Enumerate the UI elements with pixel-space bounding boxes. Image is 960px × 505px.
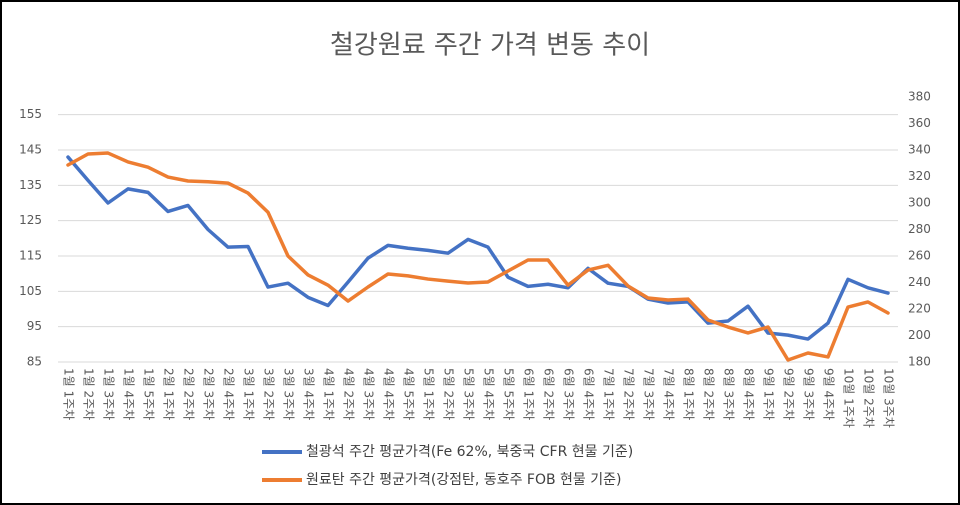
y-tick-label: 145 bbox=[19, 143, 42, 157]
x-tick-label: 4월 2주차 bbox=[342, 368, 356, 420]
x-tick-label: 9월 1주차 bbox=[762, 368, 776, 420]
x-tick-label: 9월 2주차 bbox=[782, 368, 796, 420]
y2-tick-label: 280 bbox=[908, 222, 931, 236]
y2-tick-label: 340 bbox=[908, 143, 931, 157]
y-tick-label: 135 bbox=[19, 178, 42, 192]
x-tick-label: 4월 3주차 bbox=[362, 368, 376, 420]
x-tick-label: 7월 4주차 bbox=[662, 368, 676, 420]
y2-tick-label: 360 bbox=[908, 116, 931, 130]
x-tick-label: 7월 2주차 bbox=[622, 368, 636, 420]
y-tick-label: 125 bbox=[19, 213, 42, 227]
x-tick-label: 8월 4주차 bbox=[742, 368, 756, 420]
y2-tick-label: 220 bbox=[908, 302, 931, 316]
x-tick-label: 1월 3주차 bbox=[102, 368, 116, 420]
x-tick-label: 10월 1주차 bbox=[842, 368, 856, 428]
legend-label: 철광석 주간 평균가격(Fe 62%, 북중국 CFR 현물 기준) bbox=[306, 444, 633, 460]
x-tick-label: 10월 2주차 bbox=[862, 368, 876, 428]
x-tick-label: 3월 4주차 bbox=[302, 368, 316, 420]
y2-tick-label: 200 bbox=[908, 328, 931, 342]
x-tick-label: 6월 3주차 bbox=[562, 368, 576, 420]
x-tick-label: 6월 2주차 bbox=[542, 368, 556, 420]
x-tick-label: 2월 2주차 bbox=[182, 368, 196, 420]
y-tick-label: 85 bbox=[27, 355, 42, 369]
x-tick-label: 5월 2주차 bbox=[442, 368, 456, 420]
x-tick-label: 1월 1주차 bbox=[62, 368, 76, 420]
x-tick-label: 8월 1주차 bbox=[682, 368, 696, 420]
x-tick-label: 6월 1주차 bbox=[522, 368, 536, 420]
x-tick-label: 1월 2주차 bbox=[82, 368, 96, 420]
x-tick-label: 2월 3주차 bbox=[202, 368, 216, 420]
x-tick-label: 3월 1주차 bbox=[242, 368, 256, 420]
y2-tick-label: 300 bbox=[908, 196, 931, 210]
x-tick-label: 5월 5주차 bbox=[502, 368, 516, 420]
legend-label: 원료탄 주간 평균가격(강점탄, 동호주 FOB 현물 기준) bbox=[306, 472, 621, 488]
x-tick-label: 3월 2주차 bbox=[262, 368, 276, 420]
x-tick-label: 5월 1주차 bbox=[422, 368, 436, 420]
x-tick-label: 4월 5주차 bbox=[402, 368, 416, 420]
x-tick-label: 9월 3주차 bbox=[802, 368, 816, 420]
x-tick-label: 2월 1주차 bbox=[162, 368, 176, 420]
x-tick-label: 10월 3주차 bbox=[882, 368, 896, 428]
x-tick-label: 9월 4주차 bbox=[822, 368, 836, 420]
y2-tick-label: 180 bbox=[908, 355, 931, 369]
y2-tick-label: 320 bbox=[908, 169, 931, 183]
x-tick-label: 8월 2주차 bbox=[702, 368, 716, 420]
x-tick-label: 5월 3주차 bbox=[462, 368, 476, 420]
x-tick-label: 4월 4주차 bbox=[382, 368, 396, 420]
x-tick-label: 6월 4주차 bbox=[582, 368, 596, 420]
chart-title: 철강원료 주간 가격 변동 추이 bbox=[330, 31, 650, 61]
y2-tick-label: 240 bbox=[908, 275, 931, 289]
x-tick-label: 1월 4주차 bbox=[122, 368, 136, 420]
series-line bbox=[66, 155, 890, 341]
x-tick-label: 7월 3주차 bbox=[642, 368, 656, 420]
y-tick-label: 105 bbox=[19, 284, 42, 298]
series-line bbox=[66, 151, 890, 362]
x-tick-label: 2월 4주차 bbox=[222, 368, 236, 420]
x-tick-label: 1월 5주차 bbox=[142, 368, 156, 420]
y2-tick-label: 380 bbox=[908, 90, 931, 104]
x-tick-label: 5월 4주차 bbox=[482, 368, 496, 420]
y-tick-label: 155 bbox=[19, 107, 42, 121]
x-tick-label: 4월 1주차 bbox=[322, 368, 336, 420]
x-tick-label: 3월 3주차 bbox=[282, 368, 296, 420]
y-tick-label: 95 bbox=[27, 319, 42, 333]
y-tick-label: 115 bbox=[19, 249, 42, 263]
x-tick-label: 8월 3주차 bbox=[722, 368, 736, 420]
y2-tick-label: 260 bbox=[908, 249, 931, 263]
x-tick-label: 7월 1주차 bbox=[602, 368, 616, 420]
